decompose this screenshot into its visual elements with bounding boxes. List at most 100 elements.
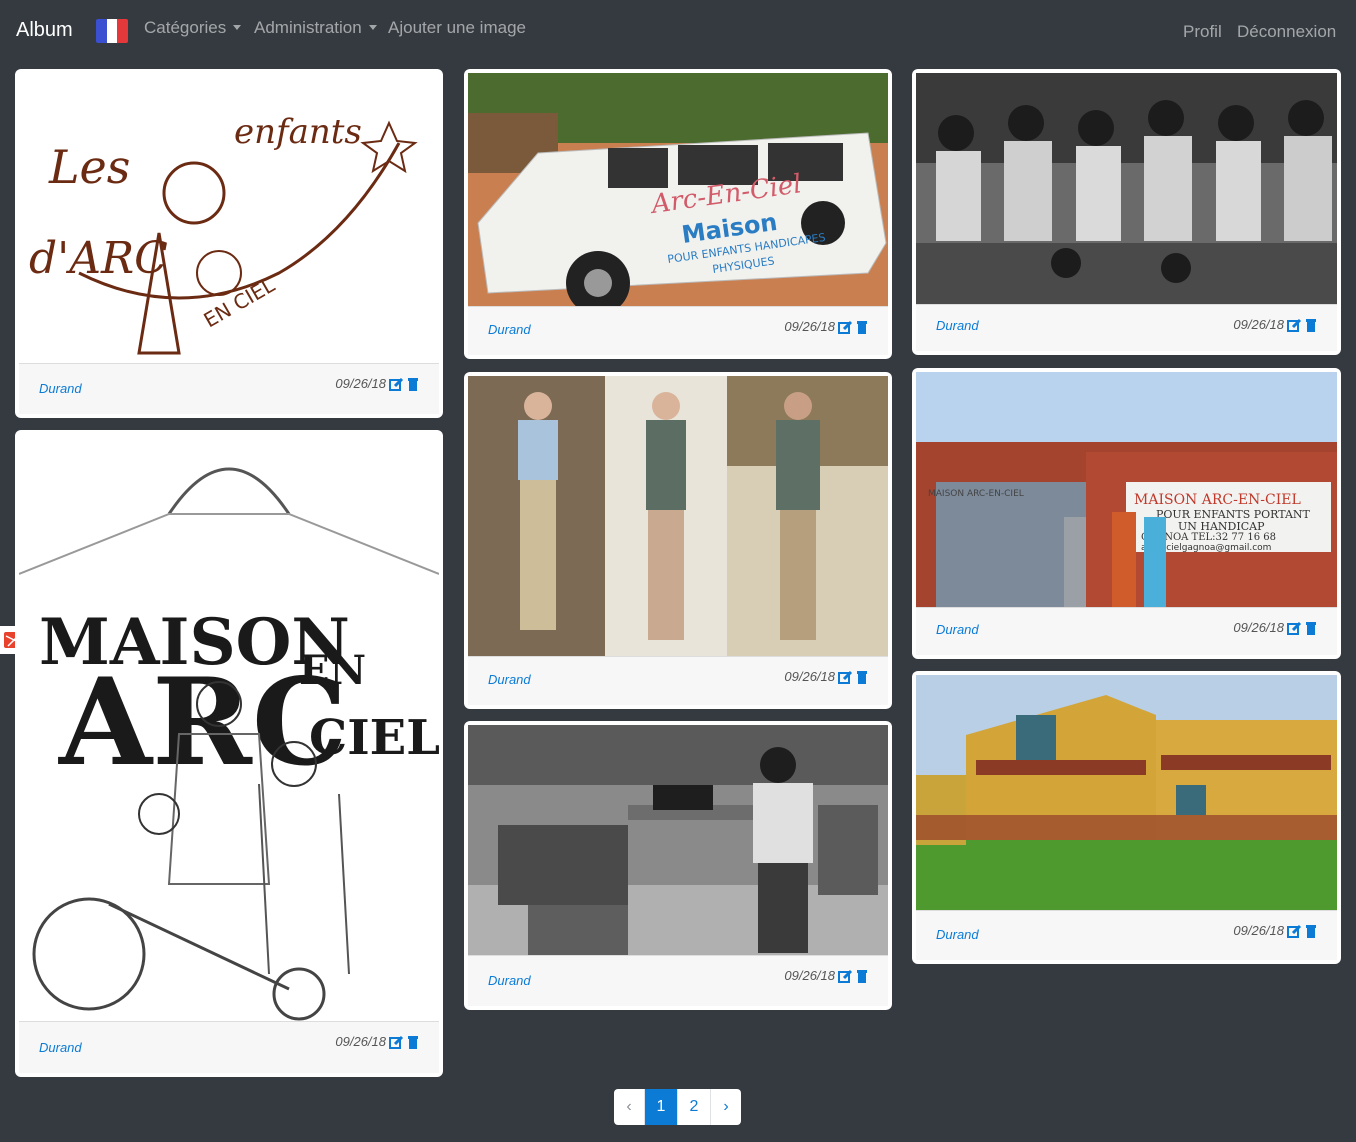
trash-icon[interactable] <box>1305 924 1317 938</box>
image-card[interactable]: Arc-En-Ciel Maison POUR ENFANTS HANDICAP… <box>464 69 892 359</box>
card-author[interactable]: Durand <box>39 381 82 396</box>
card-image[interactable]: Arc-En-Ciel Maison POUR ENFANTS HANDICAP… <box>468 73 888 307</box>
gate-sign-line5: arcencielgagnoa@gmail.com <box>1141 543 1271 553</box>
minibus-photo: Arc-En-Ciel Maison POUR ENFANTS HANDICAP… <box>468 73 888 307</box>
france-flag-icon[interactable] <box>96 19 128 43</box>
pagination-prev[interactable]: ‹ <box>614 1089 645 1125</box>
pagination-next[interactable]: › <box>711 1089 741 1125</box>
drawing-text-ciel: CIEL <box>309 710 439 766</box>
drawing-text-maison: MAISON <box>39 605 350 680</box>
maison-drawing: MAISON ARC EN CIEL <box>19 467 439 1021</box>
card-author[interactable]: Durand <box>936 318 979 333</box>
nav-profile[interactable]: Profil <box>1183 22 1222 41</box>
card-image[interactable]: MAISON ARC-EN-CIEL MAISON ARC-EN-CIEL PO… <box>916 372 1337 608</box>
card-image[interactable] <box>916 73 1337 305</box>
edit-icon[interactable] <box>389 377 404 391</box>
card-author[interactable]: Durand <box>488 973 531 988</box>
nav-administration-dropdown[interactable]: Administration <box>254 18 377 38</box>
trash-icon[interactable] <box>856 670 868 684</box>
card-image[interactable] <box>468 376 888 658</box>
image-card[interactable]: MAISON ARC-EN-CIEL MAISON ARC-EN-CIEL PO… <box>912 368 1341 659</box>
image-card[interactable]: Durand 09/26/18 <box>464 372 892 709</box>
card-image[interactable]: MAISON ARC EN CIEL <box>19 434 439 1024</box>
drawing-text-arc: ARC <box>58 652 347 793</box>
card-footer: Durand 09/26/18 <box>468 955 888 1006</box>
pagination-page-1[interactable]: 1 <box>645 1089 678 1125</box>
nav-logout[interactable]: Déconnexion <box>1237 22 1337 41</box>
logo-drawing: Les enfants d'ARC EN CIEL <box>29 112 418 355</box>
trash-icon[interactable] <box>1305 318 1317 332</box>
edit-icon[interactable] <box>838 670 853 684</box>
card-author[interactable]: Durand <box>488 322 531 337</box>
pagination: ‹ 1 2 › <box>614 1089 741 1125</box>
edit-icon[interactable] <box>1287 621 1302 635</box>
logo-text-les: Les <box>48 140 130 194</box>
card-date: 09/26/18 <box>784 319 835 334</box>
image-card[interactable]: Durand 09/26/18 <box>912 69 1341 355</box>
nav-categories-label: Catégories <box>144 18 227 37</box>
trash-icon[interactable] <box>407 1035 419 1049</box>
caret-down-icon <box>233 25 242 30</box>
card-author[interactable]: Durand <box>936 927 979 942</box>
card-author[interactable]: Durand <box>936 622 979 637</box>
card-meta: 09/26/18 <box>335 376 419 391</box>
card-footer: Durand 09/26/18 <box>916 910 1337 960</box>
image-card[interactable]: Durand 09/26/18 <box>912 671 1341 964</box>
card-date: 09/26/18 <box>335 1034 386 1049</box>
trash-icon[interactable] <box>856 969 868 983</box>
gate-sign-line2: POUR ENFANTS PORTANT <box>1156 508 1311 521</box>
card-footer: Durand 09/26/18 <box>19 363 439 414</box>
edit-icon[interactable] <box>1287 318 1302 332</box>
portraits-photo <box>468 376 888 658</box>
card-date: 09/26/18 <box>784 669 835 684</box>
gate-wall-text: MAISON ARC-EN-CIEL <box>928 489 1024 499</box>
drawing-text-en: EN <box>299 647 366 694</box>
gate-photo: MAISON ARC-EN-CIEL MAISON ARC-EN-CIEL PO… <box>916 372 1337 608</box>
card-image[interactable]: Les enfants d'ARC EN CIEL <box>19 73 439 367</box>
building-photo <box>916 675 1337 913</box>
edit-icon[interactable] <box>838 320 853 334</box>
card-footer: Durand 09/26/18 <box>468 656 888 705</box>
logo-text-enfants: enfants <box>234 112 362 152</box>
nav-categories-dropdown[interactable]: Catégories <box>144 18 242 38</box>
image-card[interactable]: Les enfants d'ARC EN CIEL Durand 09/26/1… <box>15 69 443 418</box>
card-date: 09/26/18 <box>1233 317 1284 332</box>
trash-icon[interactable] <box>1305 621 1317 635</box>
logo-text-darc: d'ARC <box>29 233 168 284</box>
card-author[interactable]: Durand <box>488 672 531 687</box>
card-meta: 09/26/18 <box>784 968 868 983</box>
edit-icon[interactable] <box>838 969 853 983</box>
trash-icon[interactable] <box>856 320 868 334</box>
pagination-page-2[interactable]: 2 <box>678 1089 711 1125</box>
children-photo <box>916 73 1337 305</box>
card-author[interactable]: Durand <box>39 1040 82 1055</box>
card-date: 09/26/18 <box>335 376 386 391</box>
trash-icon[interactable] <box>407 377 419 391</box>
card-meta: 09/26/18 <box>1233 317 1317 332</box>
navbar: Album Catégories Administration Ajouter … <box>0 0 1356 62</box>
card-meta: 09/26/18 <box>1233 923 1317 938</box>
image-card[interactable]: MAISON ARC EN CIEL Durand 09/26/18 <box>15 430 443 1077</box>
card-meta: 09/26/18 <box>335 1034 419 1049</box>
edit-icon[interactable] <box>1287 924 1302 938</box>
gate-sign-line4: GAGNOA TEL:32 77 16 68 <box>1141 532 1276 543</box>
card-meta: 09/26/18 <box>1233 620 1317 635</box>
nav-administration-label: Administration <box>254 18 362 37</box>
card-footer: Durand 09/26/18 <box>916 607 1337 655</box>
gate-sign-line1: MAISON ARC-EN-CIEL <box>1134 492 1301 508</box>
card-image[interactable] <box>916 675 1337 913</box>
card-footer: Durand 09/26/18 <box>916 304 1337 351</box>
card-date: 09/26/18 <box>1233 923 1284 938</box>
card-footer: Durand 09/26/18 <box>468 306 888 355</box>
card-date: 09/26/18 <box>784 968 835 983</box>
image-card[interactable]: Durand 09/26/18 <box>464 721 892 1010</box>
card-image[interactable] <box>468 725 888 959</box>
gate-sign-line3: UN HANDICAP <box>1178 520 1265 533</box>
card-footer: Durand 09/26/18 <box>19 1021 439 1073</box>
card-date: 09/26/18 <box>1233 620 1284 635</box>
edit-icon[interactable] <box>389 1035 404 1049</box>
workshop-photo <box>468 725 888 959</box>
caret-down-icon <box>368 25 377 30</box>
nav-add-image[interactable]: Ajouter une image <box>388 18 526 37</box>
brand[interactable]: Album <box>16 19 73 41</box>
